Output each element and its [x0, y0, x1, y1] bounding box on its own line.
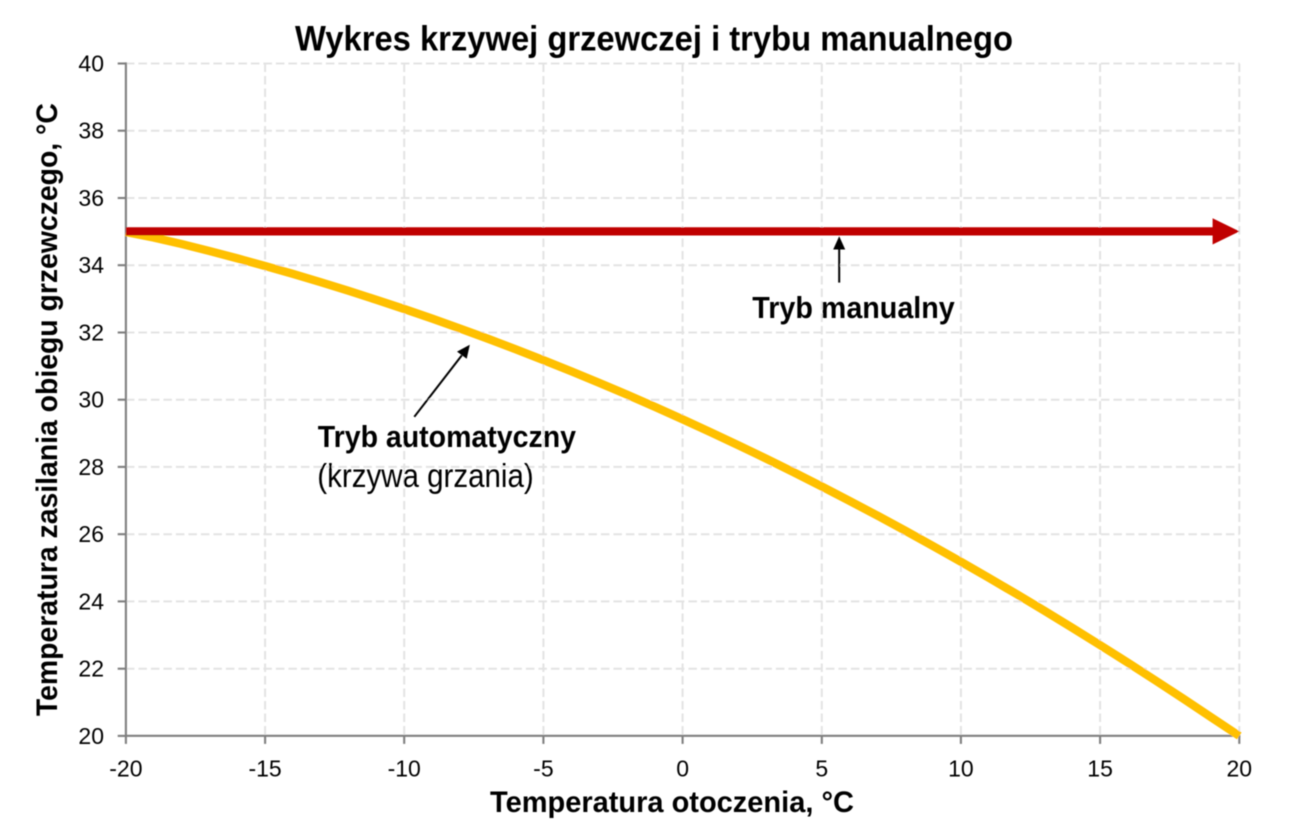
- svg-text:24: 24: [78, 588, 104, 614]
- svg-text:28: 28: [78, 454, 104, 480]
- svg-text:22: 22: [78, 656, 104, 682]
- svg-text:Tryb manualny: Tryb manualny: [752, 290, 955, 325]
- svg-text:-10: -10: [388, 755, 421, 781]
- svg-text:5: 5: [815, 755, 828, 781]
- svg-text:10: 10: [948, 755, 974, 781]
- svg-text:(krzywa grzania): (krzywa grzania): [317, 457, 533, 494]
- svg-text:30: 30: [78, 387, 104, 413]
- svg-text:Temperatura otoczenia, °C: Temperatura otoczenia, °C: [490, 786, 854, 819]
- svg-text:40: 40: [78, 51, 104, 77]
- svg-text:-20: -20: [109, 755, 142, 781]
- svg-text:32: 32: [78, 320, 104, 346]
- svg-text:Wykres krzywej grzewczej i try: Wykres krzywej grzewczej i trybu manualn…: [295, 19, 1013, 58]
- svg-text:20: 20: [1227, 755, 1253, 781]
- svg-text:-5: -5: [533, 755, 553, 781]
- svg-text:0: 0: [676, 755, 689, 781]
- svg-text:38: 38: [78, 118, 104, 144]
- svg-text:26: 26: [78, 521, 104, 547]
- svg-text:Temperatura zasilania obiegu g: Temperatura zasilania obiegu grzewczego,…: [31, 103, 64, 716]
- svg-text:Tryb automatyczny: Tryb automatyczny: [318, 419, 577, 454]
- svg-text:36: 36: [78, 185, 104, 211]
- svg-text:-15: -15: [248, 755, 281, 781]
- svg-text:20: 20: [78, 723, 104, 749]
- svg-text:34: 34: [78, 252, 104, 278]
- svg-text:15: 15: [1087, 755, 1113, 781]
